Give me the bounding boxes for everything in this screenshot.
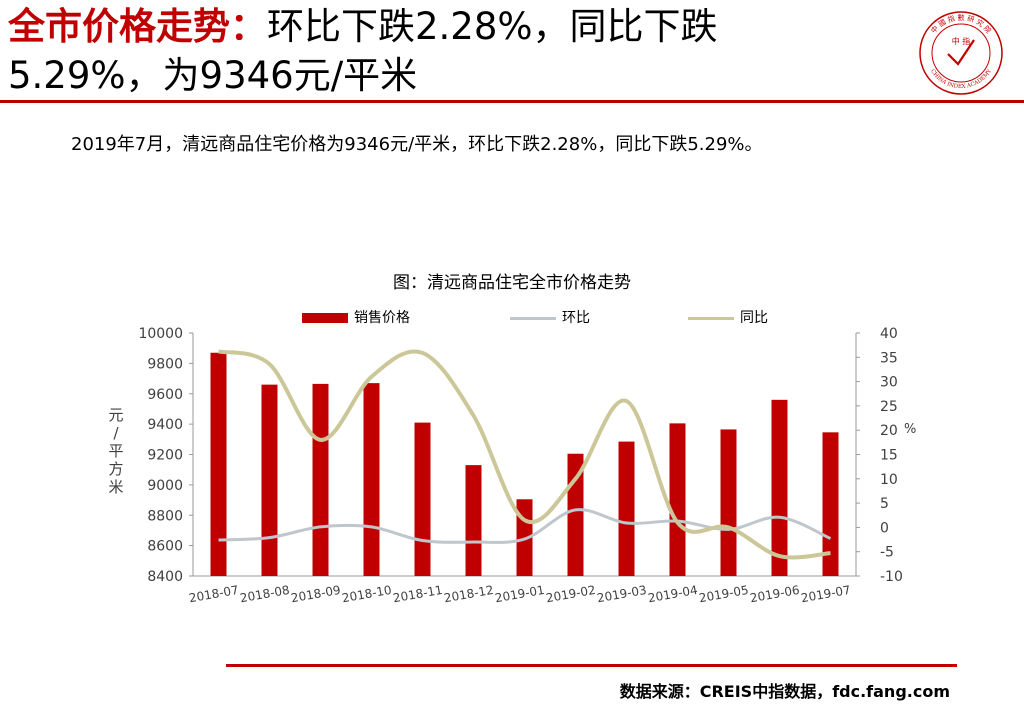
x-tick-label: 2018-10 xyxy=(341,583,393,605)
x-tick-label: 2018-07 xyxy=(188,583,240,605)
title-line-2: 5.29%，为9346元/平米 xyxy=(8,54,418,97)
x-tick-label: 2019-05 xyxy=(698,583,750,605)
page-title: 全市价格走势：环比下跌2.28%，同比下跌 5.29%，为9346元/平米 xyxy=(8,2,908,100)
chart-title: 图：清远商品住宅全市价格走势 xyxy=(393,273,631,293)
y-tick-label: 8800 xyxy=(147,508,183,524)
y2-tick-label: 35 xyxy=(880,350,898,366)
price-bar xyxy=(414,422,431,576)
x-tick-label: 2018-09 xyxy=(290,583,342,605)
x-tick-label: 2019-01 xyxy=(494,583,546,605)
legend-swatch-mom xyxy=(510,316,556,320)
x-tick-label: 2019-03 xyxy=(596,583,648,605)
legend-item-yoy: 同比 xyxy=(688,309,768,327)
legend-label-price: 销售价格 xyxy=(354,310,410,326)
y2-tick-label: 30 xyxy=(880,375,898,391)
y2-tick-label: 5 xyxy=(880,496,889,512)
price-bar xyxy=(720,429,737,576)
y2-tick-label: 20 xyxy=(880,423,898,439)
y-axis-label-char: / xyxy=(113,424,119,442)
y-tick-label: 9400 xyxy=(147,417,183,433)
price-bar xyxy=(618,441,635,576)
x-tick-label: 2018-11 xyxy=(392,583,444,605)
price-bar xyxy=(822,432,839,576)
y2-tick-label: 40 xyxy=(880,326,898,342)
legend-item-price: 销售价格 xyxy=(302,309,410,327)
data-source: 数据来源：CREIS中指数据，fdc.fang.com xyxy=(619,682,950,701)
y2-tick-label: -10 xyxy=(880,569,903,585)
x-tick-label: 2018-08 xyxy=(239,583,291,605)
logo-center-text: 中 指 xyxy=(952,36,971,46)
legend-item-mom: 环比 xyxy=(510,309,590,327)
price-bar xyxy=(261,384,278,576)
y-axis-label-char: 米 xyxy=(108,478,123,496)
y-axis-label-char: 元 xyxy=(108,406,123,424)
y-tick-label: 10000 xyxy=(138,326,183,342)
y2-tick-label: -5 xyxy=(880,545,894,561)
chart-legend: 销售价格 环比 同比 xyxy=(0,309,1024,329)
y-tick-label: 9800 xyxy=(147,356,183,372)
y2-axis-label: % xyxy=(904,422,916,437)
x-tick-label: 2018-12 xyxy=(443,583,495,605)
y-tick-label: 9000 xyxy=(147,478,183,494)
legend-label-yoy: 同比 xyxy=(740,310,768,326)
y-tick-label: 9200 xyxy=(147,448,183,464)
y2-tick-label: 15 xyxy=(880,448,898,464)
title-text: 环比下跌2.28%，同比下跌 xyxy=(267,5,718,48)
price-bar xyxy=(669,423,686,576)
y-axis-label-char: 方 xyxy=(108,460,123,478)
y2-tick-label: 25 xyxy=(880,399,898,415)
x-tick-label: 2019-07 xyxy=(800,583,852,605)
legend-swatch-yoy xyxy=(688,316,734,320)
summary-text: 2019年7月，清远商品住宅价格为9346元/平米，环比下跌2.28%，同比下跌… xyxy=(71,134,763,155)
x-tick-label: 2019-06 xyxy=(749,583,801,605)
y-tick-label: 8600 xyxy=(147,539,183,555)
x-tick-label: 2019-02 xyxy=(545,583,597,605)
price-bar xyxy=(771,399,788,576)
header-rule xyxy=(0,100,1024,103)
price-bar xyxy=(210,352,227,576)
legend-label-mom: 环比 xyxy=(562,310,590,326)
x-tick-label: 2019-04 xyxy=(647,583,699,605)
y2-tick-label: 10 xyxy=(880,472,898,488)
checkmark-icon xyxy=(947,39,975,66)
y2-tick-label: 0 xyxy=(880,520,889,536)
y-tick-label: 8400 xyxy=(147,569,183,585)
y-axis-label-char: 平 xyxy=(108,442,123,460)
price-bar xyxy=(312,383,329,576)
price-bar xyxy=(363,383,380,576)
legend-swatch-price xyxy=(302,313,348,323)
footer-rule xyxy=(226,664,957,667)
china-index-academy-logo: 中 國 指 數 研 究 院 CHINA INDEX ACADEMY 中 指 xyxy=(919,11,1003,95)
price-bar xyxy=(465,465,482,576)
y-tick-label: 9600 xyxy=(147,387,183,403)
yoy-line xyxy=(218,349,831,560)
title-highlight: 全市价格走势： xyxy=(8,5,267,48)
